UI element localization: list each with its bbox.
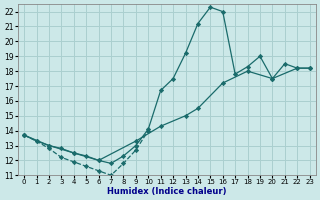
X-axis label: Humidex (Indice chaleur): Humidex (Indice chaleur) [107, 187, 227, 196]
